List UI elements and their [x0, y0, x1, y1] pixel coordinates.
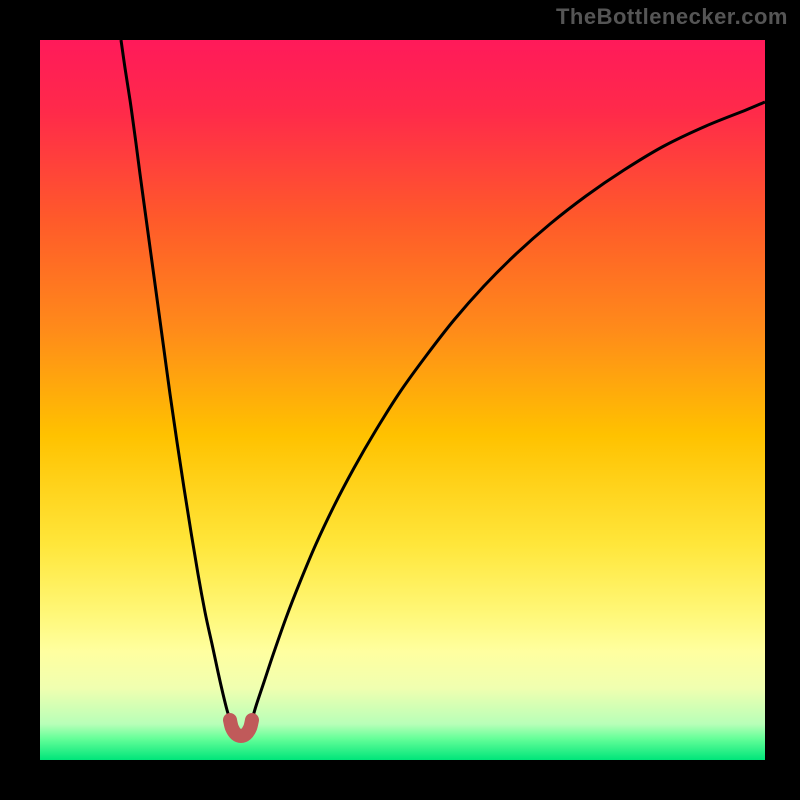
chart-root: TheBottlenecker.com	[0, 0, 800, 800]
watermark-text: TheBottlenecker.com	[556, 4, 788, 30]
plot-area	[40, 40, 765, 760]
